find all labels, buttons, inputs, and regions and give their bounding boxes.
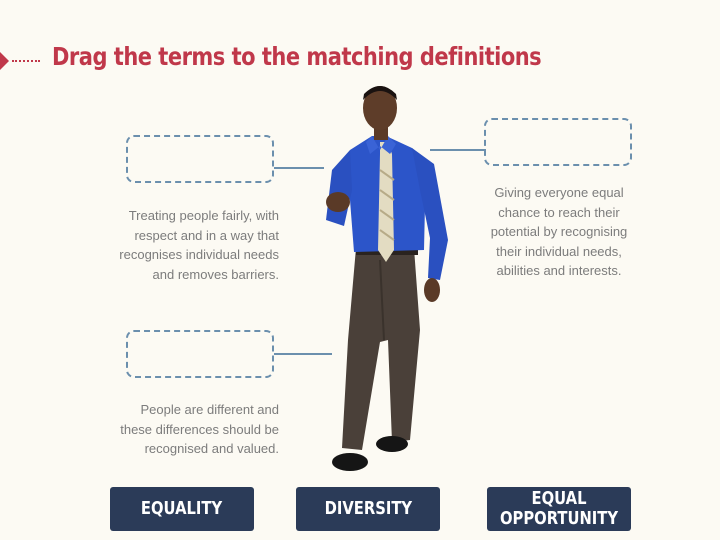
term-equality[interactable]: EQUALITY (110, 487, 254, 531)
dropzone-top-right[interactable] (484, 118, 632, 166)
connector-top-right (430, 149, 486, 151)
dropzone-bottom-left[interactable] (126, 330, 274, 378)
definition-top-left: Treating people fairly, with respect and… (119, 208, 279, 282)
term-equal-opportunity[interactable]: EQUAL OPPORTUNITY (487, 487, 631, 531)
title-dotted-line (12, 60, 40, 62)
term-equal-opportunity-label: EQUAL OPPORTUNITY (499, 488, 619, 529)
businessman-illustration (326, 86, 448, 471)
connector-bottom-left (274, 353, 332, 355)
dropzone-top-left[interactable] (126, 135, 274, 183)
term-equality-label: EQUALITY (141, 498, 223, 519)
page-title: Drag the terms to the matching definitio… (52, 42, 542, 71)
definition-top-right: Giving everyone equal chance to reach th… (490, 185, 628, 278)
term-diversity-label: DIVERSITY (324, 498, 412, 519)
title-row: Drag the terms to the matching definitio… (0, 40, 720, 80)
connector-top-left (274, 167, 324, 169)
title-arrow-icon (0, 52, 9, 70)
term-diversity[interactable]: DIVERSITY (296, 487, 440, 531)
definition-bottom-left: People are different and these differenc… (120, 402, 279, 456)
